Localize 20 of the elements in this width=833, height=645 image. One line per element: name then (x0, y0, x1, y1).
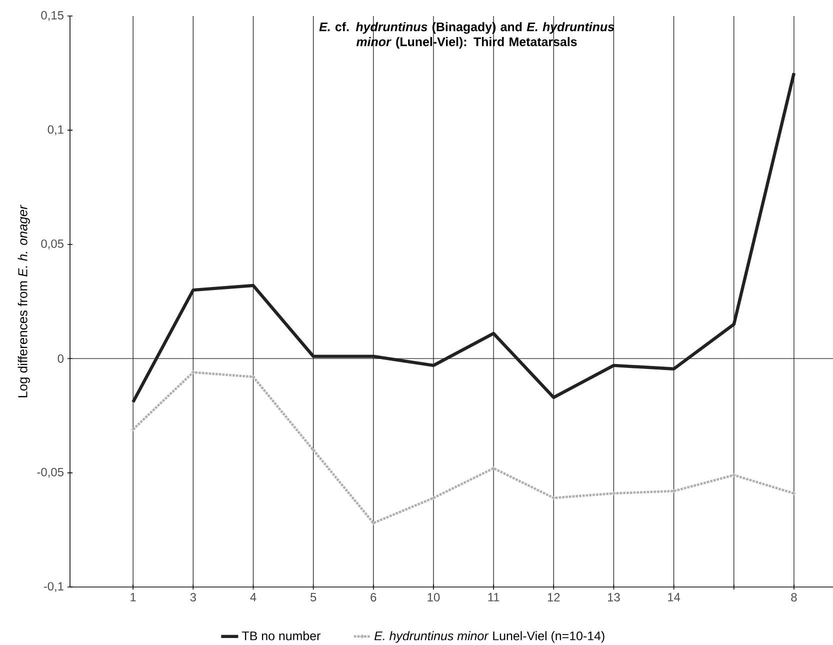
y-tick-label: 0,15 (41, 11, 64, 21)
y-tick-label: 0,05 (41, 239, 64, 250)
y-axis-title: Log differences from E. h. onager (18, 204, 30, 398)
y-tick-label: -0,05 (37, 468, 64, 478)
x-tick-label: 11 (488, 593, 500, 602)
x-tick-label: 12 (548, 593, 560, 602)
x-tick-label: 1 (130, 593, 136, 602)
x-tick-label: 3 (190, 593, 196, 602)
x-tick-label: 8 (791, 593, 797, 602)
x-tick-label: 5 (310, 593, 316, 602)
x-tick-label: 14 (668, 593, 680, 602)
x-tick-label: 4 (250, 593, 256, 602)
x-tick-label: 10 (428, 593, 440, 602)
x-tick-label: 6 (370, 593, 376, 602)
legend-label: E. hydruntinus minor Lunel-Viel (n=10-14) (374, 631, 604, 643)
legend-label: TB no number (242, 631, 320, 640)
y-tick-label: 0 (58, 354, 64, 363)
y-tick-label: 0,1 (48, 125, 64, 136)
x-tick-label: 13 (608, 593, 620, 602)
y-tick-label: -0,1 (44, 582, 64, 592)
